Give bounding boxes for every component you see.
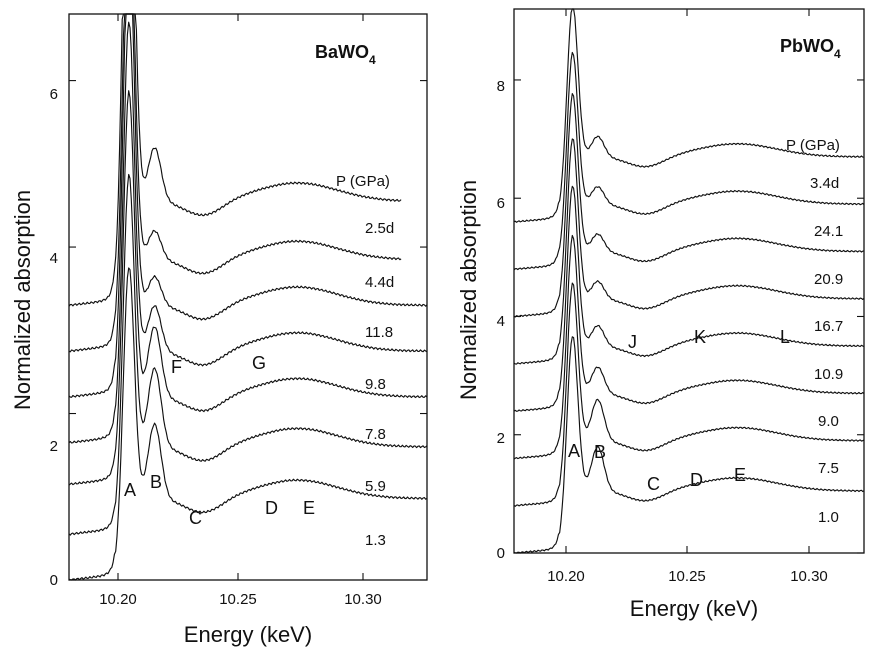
pbwo4-spectrum-16.7 (513, 138, 865, 365)
bawo4-y-tick-0: 0 (50, 572, 58, 589)
pbwo4-x-tick-10.30: 10.30 (790, 568, 828, 585)
pbwo4-feature-c: C (647, 474, 660, 494)
pbwo4-feature-l: L (780, 327, 790, 347)
bawo4-x-tick-10.20: 10.20 (99, 591, 137, 608)
pbwo4-spectrum-9.0 (513, 234, 865, 460)
bawo4-x-tick-10.30: 10.30 (344, 591, 382, 608)
pbwo4-title-sub: 4 (834, 47, 841, 61)
pbwo4-x-tick-10.25: 10.25 (668, 568, 706, 585)
pbwo4-y-tick-0: 0 (497, 545, 505, 562)
bawo4-panel-title: BaWO4 (315, 42, 376, 67)
pbwo4-label-20.9: 20.9 (814, 271, 843, 288)
pbwo4-spectrum-3.4d (513, 8, 865, 223)
bawo4-label-2.5d: 2.5d (365, 220, 394, 237)
pbwo4-label-10.9: 10.9 (814, 366, 843, 383)
pbwo4-label-16.7: 16.7 (814, 318, 843, 335)
pbwo4-plot-frame (513, 8, 865, 554)
pbwo4-spectrum-10.9 (513, 185, 865, 412)
pbwo4-panel: 0 2 4 6 8 10.20 10.25 10.30 Energy (keV)… (456, 8, 865, 621)
pbwo4-feature-d: D (690, 470, 703, 490)
pbwo4-feature-a: A (568, 441, 580, 461)
bawo4-y-tick-2: 2 (50, 438, 58, 455)
bawo4-y-tick-4: 4 (50, 250, 58, 267)
bawo4-axis-ticks (69, 14, 427, 581)
pbwo4-label-1.0: 1.0 (818, 509, 839, 526)
bawo4-spectrum-5.9 (68, 173, 428, 536)
bawo4-title-main: BaWO (315, 42, 369, 62)
bawo4-label-4.4d: 4.4d (365, 274, 394, 291)
pbwo4-feature-k: K (694, 327, 706, 347)
bawo4-y-tick-6: 6 (50, 86, 58, 103)
pbwo4-spectrum-7.5 (513, 282, 865, 507)
bawo4-label-7.8: 7.8 (365, 426, 386, 443)
bawo4-x-tick-10.25: 10.25 (219, 591, 257, 608)
bawo4-feature-c: C (189, 508, 202, 528)
pbwo4-panel-title: PbWO4 (780, 36, 841, 61)
bawo4-label-1.3: 1.3 (365, 532, 386, 549)
pbwo4-pressure-header: P (GPa) (786, 137, 840, 154)
pbwo4-feature-j: J (628, 332, 637, 352)
bawo4-title-sub: 4 (369, 53, 376, 67)
pbwo4-label-3.4d: 3.4d (810, 175, 839, 192)
pbwo4-spectrum-24.1 (513, 51, 865, 271)
bawo4-feature-g: G (252, 353, 266, 373)
bawo4-spectra (68, 13, 428, 581)
pbwo4-label-24.1: 24.1 (814, 223, 843, 240)
pbwo4-label-9.0: 9.0 (818, 413, 839, 430)
pbwo4-label-7.5: 7.5 (818, 460, 839, 477)
bawo4-feature-a: A (124, 480, 136, 500)
bawo4-spectrum-7.8 (68, 90, 428, 486)
pbwo4-spectrum-20.9 (513, 93, 865, 318)
bawo4-label-5.9: 5.9 (365, 478, 386, 495)
bawo4-spectrum-1.3 (68, 267, 428, 581)
pbwo4-x-axis-label: Energy (keV) (630, 596, 758, 621)
bawo4-feature-e: E (303, 498, 315, 518)
bawo4-label-11.8: 11.8 (365, 324, 393, 341)
pbwo4-feature-e: E (734, 465, 746, 485)
pbwo4-y-tick-6: 6 (497, 195, 505, 212)
bawo4-feature-d: D (265, 498, 278, 518)
bawo4-y-axis-label: Normalized absorption (10, 190, 35, 410)
pbwo4-title-main: PbWO (780, 36, 834, 56)
bawo4-label-9.8: 9.8 (365, 376, 386, 393)
bawo4-x-axis-label: Energy (keV) (184, 622, 312, 647)
bawo4-panel: 0 2 4 6 10.20 10.25 10.30 Energy (keV) N… (10, 13, 428, 647)
pbwo4-x-tick-10.20: 10.20 (547, 568, 585, 585)
bawo4-spectrum-9.8 (68, 21, 428, 444)
bawo4-pressure-header: P (GPa) (336, 173, 390, 190)
bawo4-spectrum-2.5d (68, 13, 402, 307)
bawo4-plot-frame (68, 13, 428, 581)
bawo4-spectrum-4.4d (68, 13, 402, 353)
pbwo4-y-tick-4: 4 (497, 313, 505, 330)
pbwo4-y-tick-8: 8 (497, 78, 505, 95)
pbwo4-y-tick-2: 2 (497, 430, 505, 447)
pbwo4-spectrum-1.0 (513, 336, 865, 554)
bawo4-feature-b: B (150, 472, 162, 492)
pbwo4-y-axis-label: Normalized absorption (456, 180, 481, 400)
pbwo4-spectra (513, 8, 865, 554)
bawo4-feature-f: F (171, 357, 182, 377)
pbwo4-feature-b: B (594, 442, 606, 462)
